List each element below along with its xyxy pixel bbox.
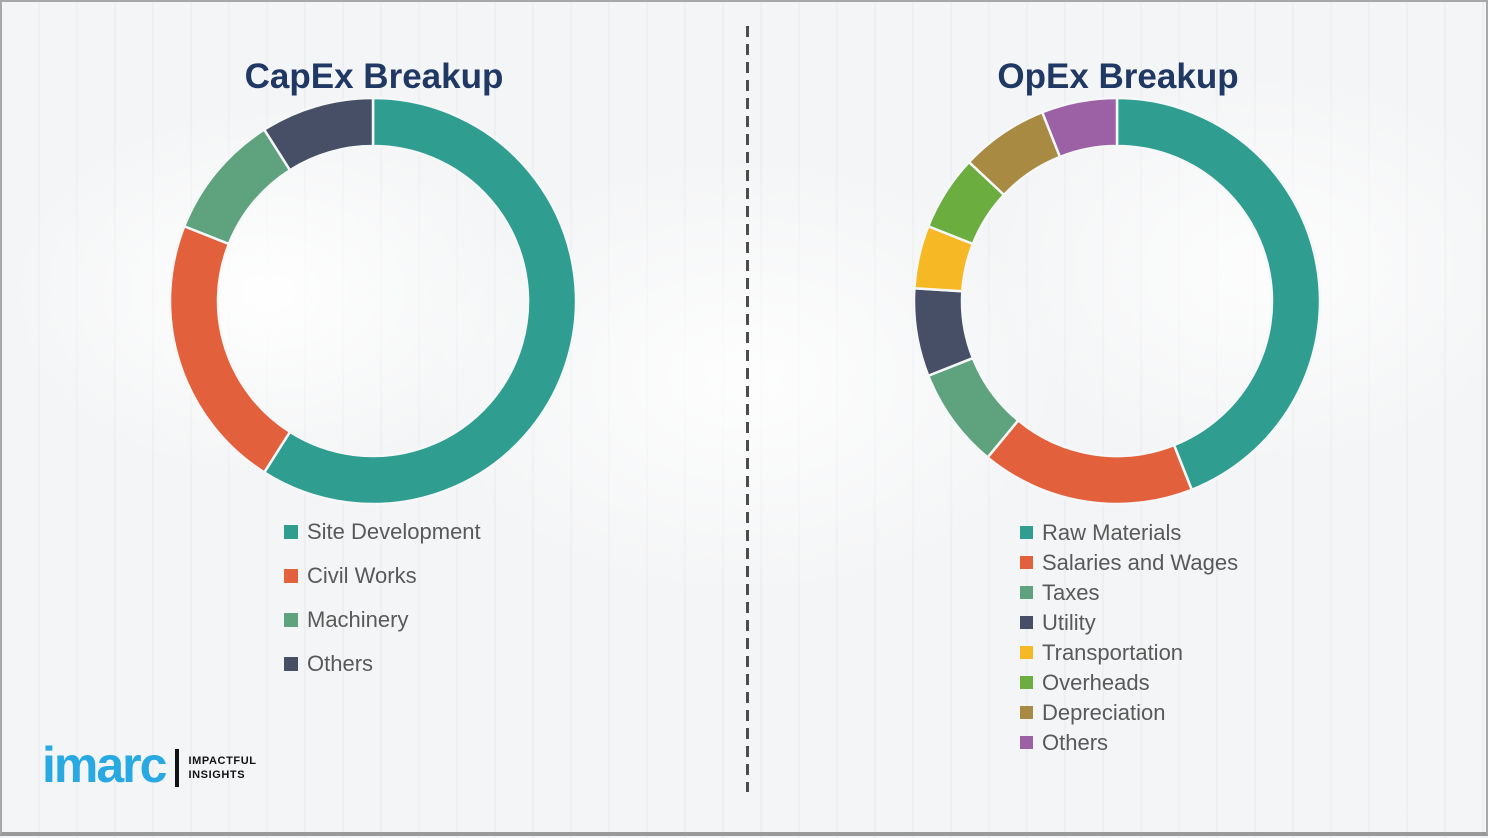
imarc-logo-text: imarc	[42, 737, 167, 793]
donut-segment-civil-works	[168, 225, 292, 474]
donut-segment-site-development	[262, 96, 578, 506]
legend-label: Raw Materials	[1042, 520, 1182, 545]
legend-label: Site Development	[307, 519, 481, 544]
capex-legend: Site Development Civil Works Machinery Othe…	[284, 518, 481, 694]
legend-swatch-icon	[284, 568, 298, 583]
legend-swatch-icon	[1020, 706, 1033, 719]
legend-label: Utility	[1042, 610, 1096, 635]
legend-label: Depreciation	[1042, 700, 1166, 725]
logo-divider-bar	[175, 749, 180, 787]
donut-segment-raw-materials	[1115, 96, 1322, 491]
legend-swatch-icon	[1020, 646, 1033, 659]
capex-chart-title: CapEx Breakup	[244, 57, 504, 97]
legend-item-site-development: Site Development	[284, 518, 481, 545]
capex-panel: CapEx Breakup Site Development Civil Work…	[2, 2, 746, 838]
legend-swatch-icon	[1020, 676, 1033, 689]
donut-segment-others	[262, 96, 375, 172]
legend-label: Overheads	[1042, 670, 1150, 695]
legend-item-transportation: Transportation	[1020, 639, 1238, 666]
legend-swatch-icon	[284, 612, 298, 627]
legend-swatch-icon	[1020, 616, 1033, 629]
legend-swatch-icon	[1020, 526, 1033, 539]
legend-label: Others	[1042, 730, 1109, 755]
opex-donut-chart	[912, 96, 1322, 506]
legend-swatch-icon	[1020, 556, 1033, 569]
legend-item-raw-materials: Raw Materials	[1020, 519, 1238, 546]
opex-legend: Raw Materials Salaries and Wages Taxes Util…	[1020, 519, 1238, 759]
legend-swatch-icon	[284, 656, 298, 671]
donut-segment-others	[1041, 96, 1119, 159]
legend-label: Machinery	[307, 607, 409, 632]
tagline-line-2: INSIGHTS	[188, 769, 246, 781]
capex-donut-chart	[168, 96, 578, 506]
legend-item-overheads: Overheads	[1020, 669, 1238, 696]
legend-item-civil-works: Civil Works	[284, 562, 481, 589]
legend-label: Others	[307, 651, 374, 676]
legend-item-machinery: Machinery	[284, 606, 481, 633]
legend-label: Salaries and Wages	[1042, 550, 1239, 575]
donut-segment-utility	[912, 287, 975, 377]
legend-label: Transportation	[1042, 640, 1184, 665]
legend-item-others: Others	[1020, 729, 1238, 756]
legend-item-salaries-and-wages: Salaries and Wages	[1020, 549, 1238, 576]
dashed-divider	[746, 26, 749, 792]
legend-swatch-icon	[1020, 586, 1033, 599]
opex-chart-title: OpEx Breakup	[997, 57, 1239, 97]
legend-label: Civil Works	[307, 563, 417, 588]
imarc-logo: imarc IMPACTFUL INSIGHTS	[42, 740, 257, 790]
legend-label: Taxes	[1042, 580, 1100, 605]
legend-item-taxes: Taxes	[1020, 579, 1238, 606]
legend-swatch-icon	[284, 524, 298, 539]
legend-item-others: Others	[284, 650, 481, 677]
legend-item-utility: Utility	[1020, 609, 1238, 636]
tagline-line-1: IMPACTFUL	[188, 754, 257, 767]
opex-panel: OpEx Breakup Raw Materials Salaries and W…	[746, 2, 1488, 838]
legend-swatch-icon	[1020, 736, 1033, 749]
donut-segment-salaries-and-wages	[986, 419, 1193, 506]
legend-item-depreciation: Depreciation	[1020, 699, 1238, 726]
imarc-logo-tagline: IMPACTFUL INSIGHTS	[188, 754, 256, 783]
